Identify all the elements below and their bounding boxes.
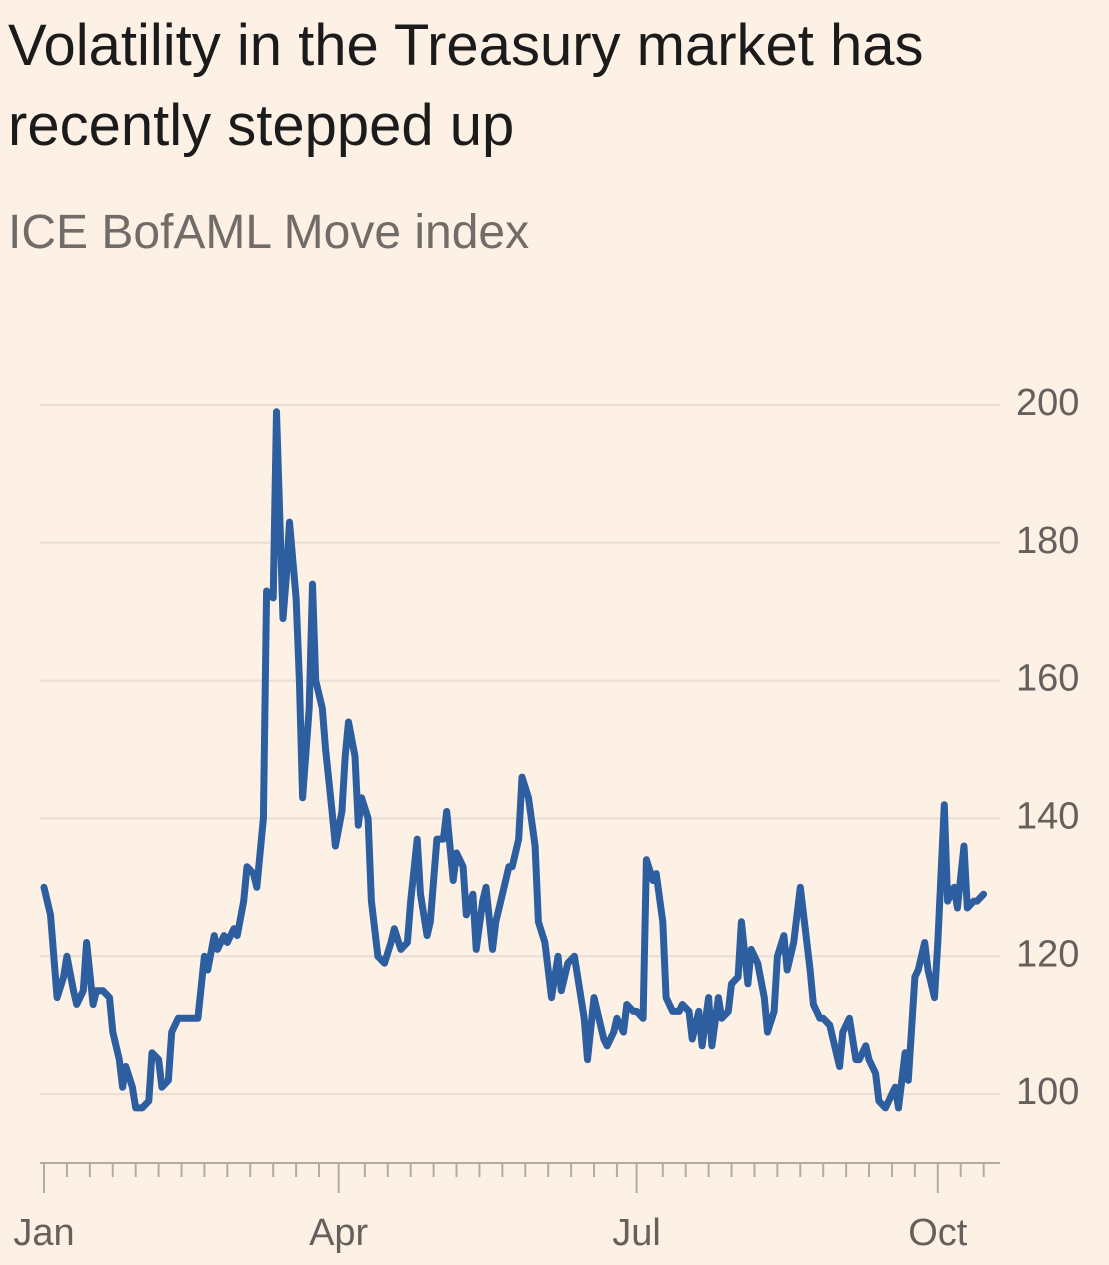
x-tick-label: Jan (13, 1212, 74, 1254)
y-tick-label: 100 (1016, 1071, 1079, 1113)
x-tick-label: Apr (309, 1212, 368, 1254)
x-tick-label: Jul (612, 1212, 661, 1254)
y-tick-label: 140 (1016, 795, 1079, 837)
y-tick-label: 120 (1016, 933, 1079, 975)
x-tick-label: Oct (908, 1212, 968, 1254)
y-tick-label: 200 (1016, 382, 1079, 424)
y-tick-label: 180 (1016, 520, 1079, 562)
y-tick-label: 160 (1016, 658, 1079, 700)
chart-title: Volatility in the Treasury market has re… (8, 13, 924, 158)
series-line (40, 408, 988, 1112)
chart-subtitle: ICE BofAML Move index (8, 206, 530, 259)
